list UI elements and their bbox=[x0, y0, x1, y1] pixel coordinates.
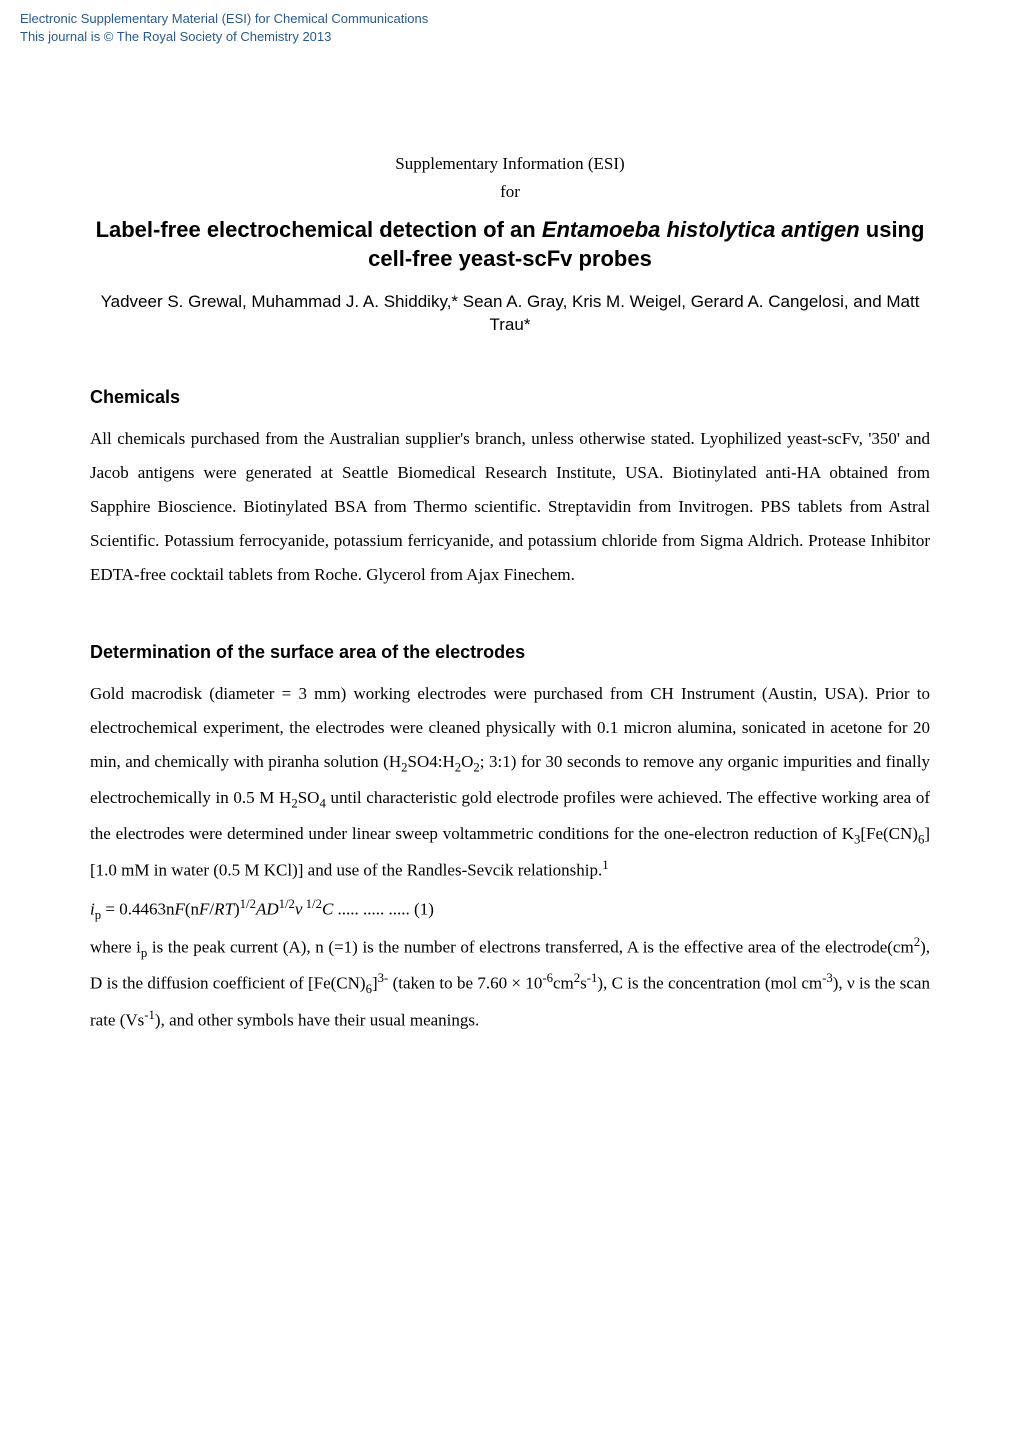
header-line-2: This journal is © The Royal Society of C… bbox=[20, 28, 1000, 46]
paper-title: Label-free electrochemical detection of … bbox=[90, 216, 930, 273]
section-determination-body: Gold macrodisk (diameter = 3 mm) working… bbox=[90, 677, 930, 887]
section-chemicals-body: All chemicals purchased from the Austral… bbox=[90, 422, 930, 592]
title-italic: Entamoeba histolytica antigen bbox=[542, 217, 860, 242]
header-line-1: Electronic Supplementary Material (ESI) … bbox=[20, 10, 1000, 28]
where-clause: where ip is the peak current (A), n (=1)… bbox=[90, 930, 930, 1038]
title-part1: Label-free electrochemical detection of … bbox=[96, 217, 542, 242]
supplementary-for: for bbox=[90, 182, 930, 202]
authors-list: Yadveer S. Grewal, Muhammad J. A. Shiddi… bbox=[90, 290, 930, 338]
section-chemicals-heading: Chemicals bbox=[90, 387, 930, 408]
equation-1: ip = 0.4463nF(nF/RT)1/2AD1/2ν 1/2C .....… bbox=[90, 897, 930, 923]
section-determination-heading: Determination of the surface area of the… bbox=[90, 642, 930, 663]
page-content: Supplementary Information (ESI) for Labe… bbox=[0, 54, 1020, 1097]
supplementary-title: Supplementary Information (ESI) bbox=[90, 154, 930, 174]
journal-header: Electronic Supplementary Material (ESI) … bbox=[0, 0, 1020, 54]
